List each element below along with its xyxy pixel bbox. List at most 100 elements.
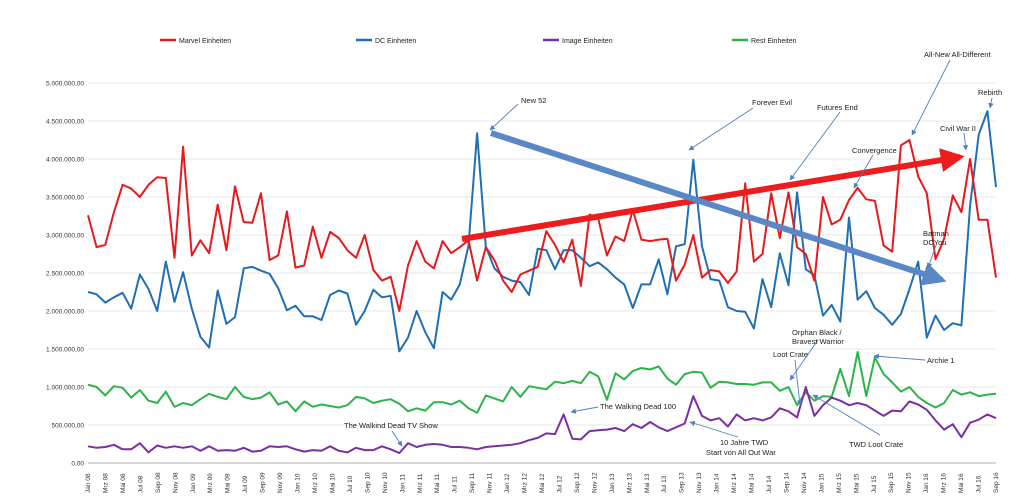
y-tick-label: 3.500.000,00	[46, 195, 84, 202]
annotation-all-new: All-New All-Different	[924, 50, 991, 59]
x-tick-label: Mai 12	[539, 473, 546, 493]
pointer-twd-loot-crate	[812, 394, 881, 436]
x-tick-label: Jan 15	[818, 473, 825, 493]
annotation-twd100: The Walking Dead 100	[600, 402, 676, 411]
annotation-forever-evil: Forever Evil	[752, 98, 792, 107]
x-tick-label: Nov 13	[696, 472, 703, 493]
y-tick-label: 1.000.000,00	[46, 385, 84, 392]
x-tick-label: Mai 08	[120, 473, 127, 493]
x-tick-label: Mrz 13	[626, 473, 633, 493]
marvel-trend-arrow	[461, 148, 965, 242]
legend: Marvel Einheiten DC Einheiten Image Einh…	[160, 38, 797, 45]
y-tick-label: 4.500.000,00	[46, 119, 84, 126]
annotation-loot-crate: Loot Crate	[773, 350, 808, 359]
y-tick-label: 0,00	[71, 461, 84, 468]
annotation-convergence: Convergence	[852, 146, 897, 155]
x-tick-label: Sep 08	[155, 472, 162, 493]
x-tick-label: Sep 14	[783, 472, 790, 493]
x-tick-label: Nov 10	[382, 472, 389, 493]
x-tick-label: Mrz 09	[207, 473, 214, 493]
x-axis: Jan 08 Mrz 08 Mai 08 Jul 08 Sep 08 Nov 08 Jan …	[85, 472, 1000, 493]
x-tick-label: Mrz 08	[102, 473, 109, 493]
y-tick-label: 1.500.000,00	[46, 347, 84, 354]
x-tick-label: Jul 15	[871, 475, 878, 493]
x-tick-label: Mrz 14	[731, 473, 738, 493]
x-tick-label: Mrz 10	[312, 473, 319, 493]
x-tick-label: Jan 08	[85, 473, 92, 493]
grid	[88, 82, 996, 464]
annotation-rebirth: Rebirth	[978, 88, 1002, 97]
pointer-rebirth	[988, 97, 994, 109]
x-tick-label: Sep 13	[679, 472, 686, 493]
pointer-archie	[873, 353, 926, 361]
annotation-tv-show: The Walkind Dead TV Show	[344, 421, 438, 430]
x-tick-label: Jan 10	[295, 473, 302, 493]
x-tick-label: Sep 11	[469, 472, 476, 493]
x-tick-label: Jul 10	[347, 475, 354, 493]
x-tick-label: Jul 08	[137, 475, 144, 493]
annotation-bravest-warrior: Bravest Warrior	[792, 337, 844, 346]
x-tick-label: Mai 16	[958, 473, 965, 493]
y-tick-label: 2.500.000,00	[46, 271, 84, 278]
y-tick-label: 2.000.000,00	[46, 309, 84, 316]
series-line-image-einheiten	[87, 386, 997, 455]
legend-label-marvel: Marvel Einheiten	[179, 38, 231, 45]
x-tick-label: Mai 11	[434, 474, 441, 493]
x-tick-label: Mai 15	[853, 473, 860, 493]
series-lines	[87, 110, 997, 455]
pointer-dcyou	[927, 244, 937, 269]
x-tick-label: Sep 12	[574, 472, 581, 493]
x-tick-label: Mai 10	[329, 473, 336, 493]
x-tick-label: Jul 16	[976, 475, 983, 493]
annotation-civil-war: Civil War II	[940, 124, 976, 133]
pointer-orphan-black	[789, 339, 819, 381]
pointer-new52	[489, 103, 519, 131]
x-tick-label: Mai 09	[225, 473, 232, 493]
x-tick-label: Jan 12	[504, 473, 511, 493]
x-tick-label: Sep 16	[993, 472, 1000, 493]
legend-label-image: Image Einheiten	[562, 38, 613, 45]
annotation-twd-loot-crate: TWD Loot Crate	[849, 440, 903, 449]
x-tick-label: Mai 14	[749, 473, 756, 493]
x-tick-label: Nov 14	[801, 472, 808, 493]
pointer-all-new	[911, 59, 951, 136]
x-tick-label: Jul 09	[242, 475, 249, 493]
x-tick-label: Nov 15	[906, 472, 913, 493]
x-tick-label: Sep 09	[260, 472, 267, 493]
annotation-orphan-black: Orphan Black /	[792, 328, 843, 337]
dc-trend-arrow	[490, 130, 947, 286]
pointer-loot-crate	[794, 359, 803, 406]
x-tick-label: Mai 13	[644, 473, 651, 493]
legend-label-dc: DC Einheiten	[375, 38, 416, 45]
annotations: New 52 Forever Evil Futures End All-New …	[344, 50, 1002, 457]
annotation-archie: Archie 1	[927, 356, 955, 365]
x-tick-label: Jan 13	[609, 473, 616, 493]
pointer-convergence	[853, 154, 874, 189]
legend-label-rest: Rest Einheiten	[751, 38, 797, 45]
series-line-marvel-einheiten	[87, 139, 997, 312]
annotation-batman: Batman	[923, 229, 949, 238]
x-tick-label: Jan 11	[399, 474, 406, 493]
annotation-dcyou: DCYou	[923, 238, 947, 247]
series-line-rest-einheiten	[87, 351, 997, 414]
pointer-futures-end	[789, 111, 841, 181]
x-tick-label: Sep 10	[364, 472, 371, 493]
x-tick-label: Jul 12	[556, 475, 563, 493]
y-tick-label: 4.000.000,00	[46, 157, 84, 164]
x-tick-label: Nov 08	[172, 472, 179, 493]
pointer-twd100	[570, 406, 599, 414]
annotation-new52: New 52	[521, 96, 546, 105]
pointer-tv-show	[391, 430, 403, 447]
annotation-all-out-war: Start von All Out War	[706, 448, 776, 457]
annotation-pointers	[391, 59, 994, 447]
annotation-10-jahre: 10 Jahre TWD	[720, 438, 769, 447]
pointer-10-jahre	[689, 420, 739, 438]
pointer-civil-war	[962, 132, 969, 151]
y-axis: 0,00 500.000,00 1.000.000,00 1.500.000,00 2.…	[46, 81, 84, 468]
x-tick-label: Mrz 11	[417, 473, 424, 493]
x-tick-label: Nov 11	[487, 473, 494, 493]
y-tick-label: 5.000.000,00	[46, 81, 84, 88]
x-tick-label: Jul 14	[766, 475, 773, 493]
x-tick-label: Nov 12	[591, 472, 598, 493]
y-tick-label: 3.000.000,00	[46, 233, 84, 240]
